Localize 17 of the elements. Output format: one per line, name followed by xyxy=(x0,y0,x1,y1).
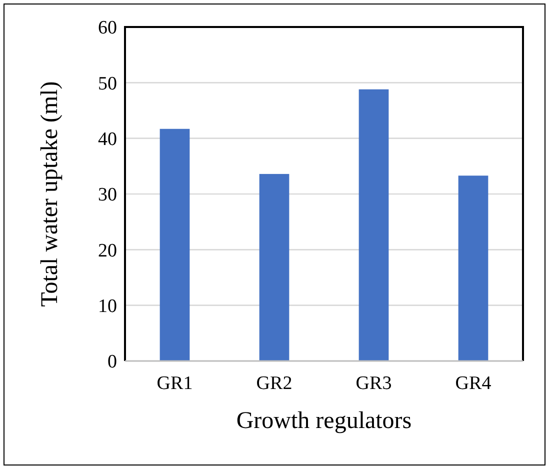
y-axis-title: Total water uptake (ml) xyxy=(37,81,63,307)
x-axis-title: Growth regulators xyxy=(236,408,412,434)
bar xyxy=(358,89,389,361)
bar xyxy=(259,174,290,361)
x-tick-label: GR3 xyxy=(356,373,392,394)
x-tick-label: GR4 xyxy=(455,373,492,394)
x-tick-label: GR1 xyxy=(156,373,193,394)
y-tick-label: 20 xyxy=(98,240,117,262)
y-tick-label: 30 xyxy=(98,184,117,206)
y-tick-label: 50 xyxy=(98,73,117,94)
y-tick-label: 60 xyxy=(98,18,117,39)
bar xyxy=(458,176,488,361)
x-tick-label: GR2 xyxy=(256,373,292,394)
bar xyxy=(160,128,190,361)
y-tick-label: 40 xyxy=(98,128,117,150)
y-tick-label: 0 xyxy=(108,352,117,373)
y-tick-label: 10 xyxy=(98,296,117,317)
